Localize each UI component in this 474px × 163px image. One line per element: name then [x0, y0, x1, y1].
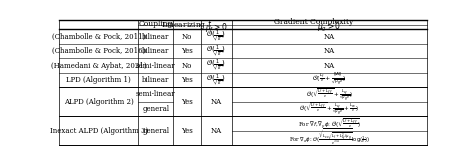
- Text: Yes: Yes: [181, 127, 193, 135]
- Text: NA: NA: [324, 33, 335, 41]
- Text: $\mathcal{O}(\frac{L_f}{\varepsilon} + \frac{\|A\|}{\sqrt{\mu_g \varepsilon}})$: $\mathcal{O}(\frac{L_f}{\varepsilon} + \…: [312, 72, 346, 88]
- Text: NA: NA: [211, 98, 222, 106]
- Text: $\mathcal{O}(\sqrt{\frac{L_f+L_{yy}}{\varepsilon}} + \frac{L_{xy}}{\sqrt{\mu_g \: $\mathcal{O}(\sqrt{\frac{L_f+L_{yy}}{\va…: [306, 86, 353, 103]
- Text: $\mu_f > 0$: $\mu_f > 0$: [205, 21, 228, 34]
- Text: No: No: [182, 33, 192, 41]
- Text: No: No: [182, 62, 192, 70]
- Text: NA: NA: [211, 127, 222, 135]
- Text: NA: NA: [324, 62, 335, 70]
- Text: $\mathcal{O}(\frac{1}{\sqrt{\varepsilon}})$: $\mathcal{O}(\frac{1}{\sqrt{\varepsilon}…: [206, 29, 226, 44]
- Text: $\mathcal{O}(\frac{1}{\sqrt{\varepsilon}})$: $\mathcal{O}(\frac{1}{\sqrt{\varepsilon}…: [206, 43, 226, 59]
- Text: bilinear: bilinear: [142, 33, 169, 41]
- Text: Coupling: Coupling: [138, 21, 173, 29]
- Text: $\mathcal{O}(\sqrt{\frac{L_f+L_{yy}}{\varepsilon}} + \frac{L_{xy}}{\sqrt{\mu_g \: $\mathcal{O}(\sqrt{\frac{L_f+L_{yy}}{\va…: [299, 101, 359, 117]
- Text: $\mathcal{O}(\frac{1}{\sqrt{\varepsilon}})$: $\mathcal{O}(\frac{1}{\sqrt{\varepsilon}…: [206, 72, 226, 88]
- Text: general: general: [142, 127, 169, 135]
- Text: Linearizing $f$: Linearizing $f$: [161, 18, 213, 31]
- Text: Inexact ALPD (Algorithm 3): Inexact ALPD (Algorithm 3): [50, 127, 148, 135]
- Text: general: general: [142, 105, 169, 113]
- Text: For $\nabla f, \nabla_y \phi$: $\mathcal{O}(\sqrt{\frac{L_f+L_{yy}}{\varepsilon}: For $\nabla f, \nabla_y \phi$: $\mathcal…: [298, 116, 361, 131]
- Text: Yes: Yes: [181, 76, 193, 84]
- Text: Gradient Complexity: Gradient Complexity: [274, 18, 353, 26]
- Text: (Chambolle & Pock, 2011): (Chambolle & Pock, 2011): [52, 33, 146, 41]
- Text: $\mathcal{O}(\frac{1}{\sqrt{\varepsilon}})$: $\mathcal{O}(\frac{1}{\sqrt{\varepsilon}…: [206, 58, 226, 73]
- Text: For $\nabla_x \phi$: $\mathcal{O}(\frac{\sqrt{L_{xx}\sqrt{L_f+L_{xy}^2/\mu_g}}}{: For $\nabla_x \phi$: $\mathcal{O}(\frac{…: [289, 128, 370, 147]
- Text: Yes: Yes: [181, 98, 193, 106]
- Text: (Hamedani & Aybat, 2021): (Hamedani & Aybat, 2021): [51, 62, 146, 70]
- Text: semi-linear: semi-linear: [136, 62, 175, 70]
- Text: Yes: Yes: [181, 47, 193, 55]
- Text: ALPD (Algorithm 2): ALPD (Algorithm 2): [64, 98, 134, 106]
- Text: bilinear: bilinear: [142, 76, 169, 84]
- Text: bilinear: bilinear: [142, 47, 169, 55]
- Text: semi-linear: semi-linear: [136, 90, 175, 98]
- Text: $\mu_g > 0$: $\mu_g > 0$: [317, 21, 341, 34]
- Text: (Chambolle & Pock, 2016): (Chambolle & Pock, 2016): [52, 47, 146, 55]
- Text: LPD (Algorithm 1): LPD (Algorithm 1): [66, 76, 131, 84]
- Text: NA: NA: [324, 47, 335, 55]
